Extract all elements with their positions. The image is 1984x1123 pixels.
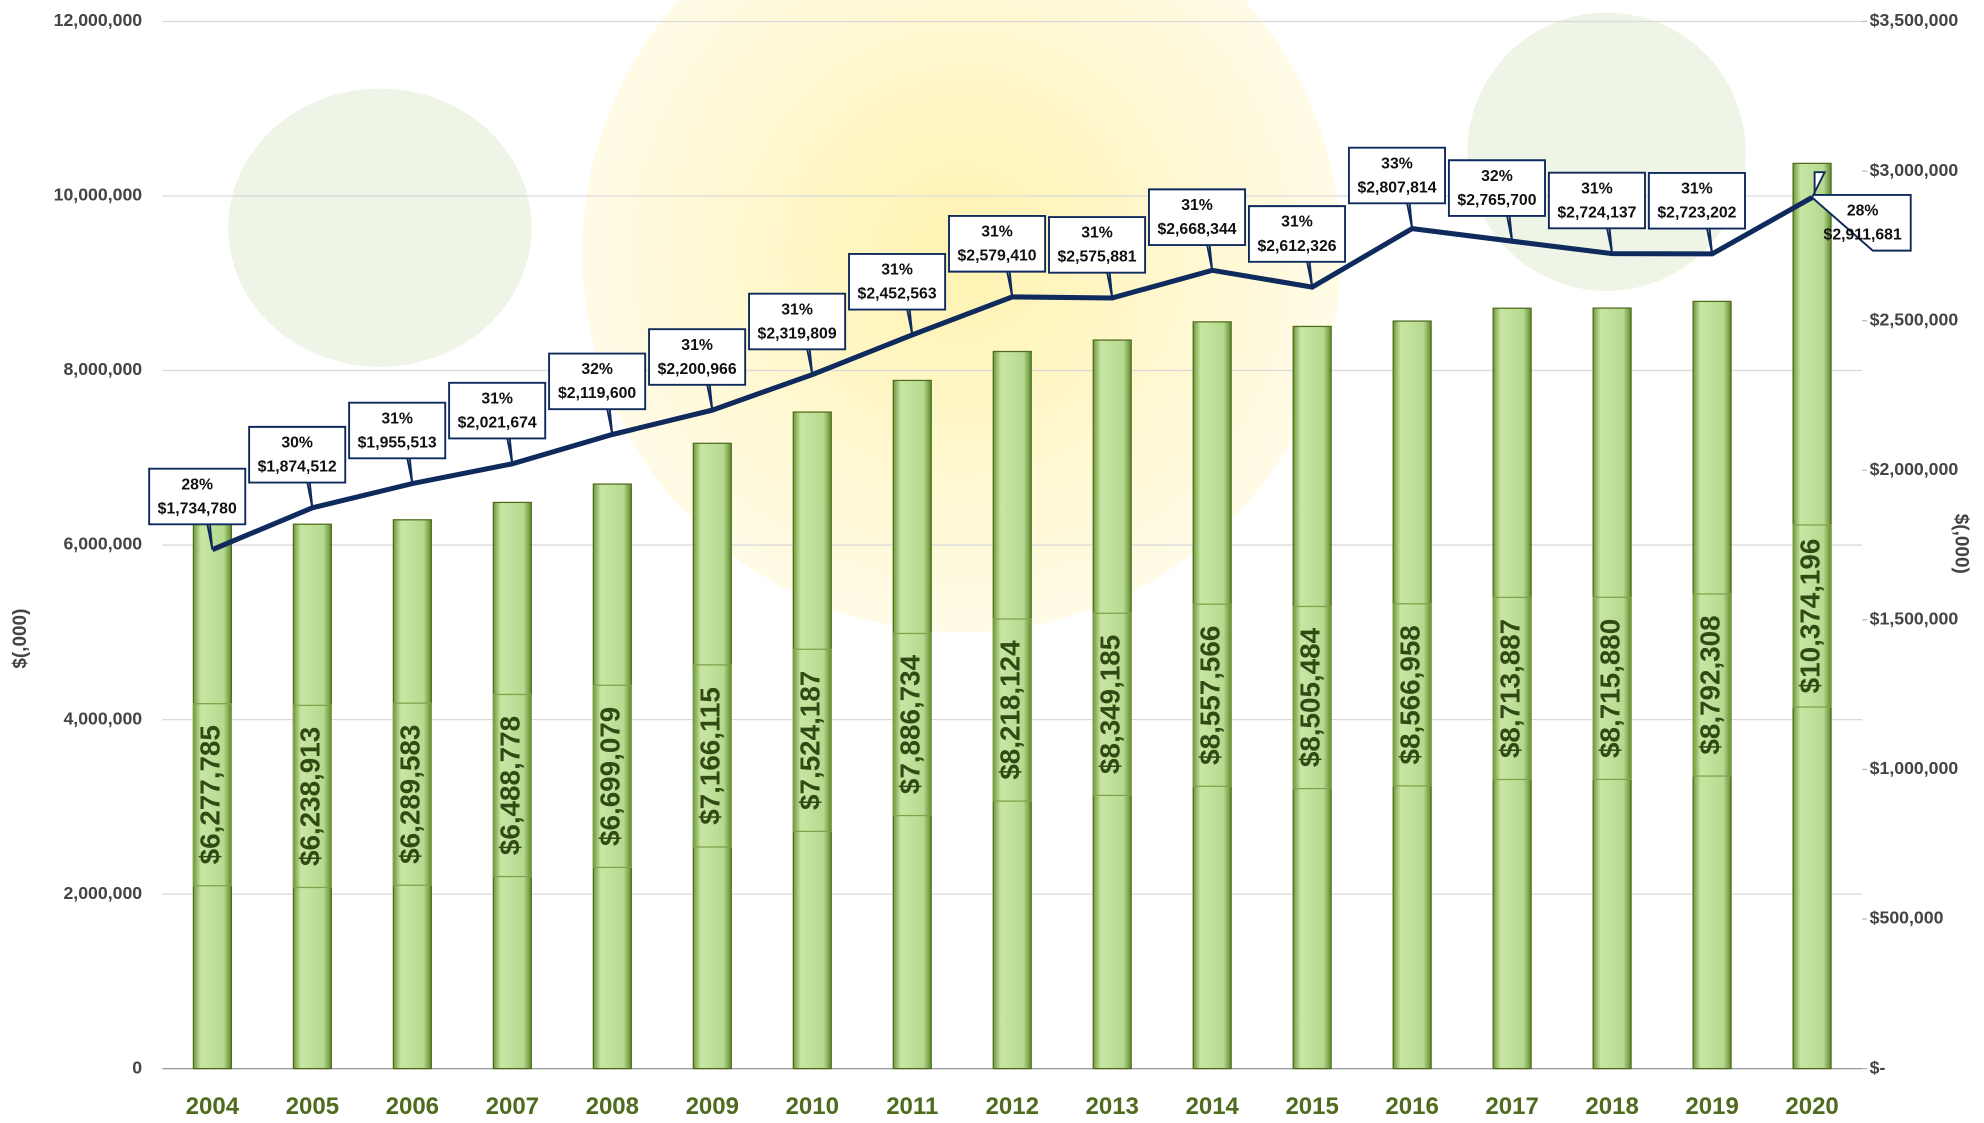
x-tick-label: 2005 [286,1093,339,1120]
y2-tick-label: $- [1870,1057,1886,1077]
x-tick-label: 2011 [886,1093,938,1120]
bar-value-label: $10,374,196 [1794,539,1825,694]
callout-percentage: 31% [1281,214,1313,231]
bar-value-label: $8,713,887 [1494,619,1525,758]
callout-value: $2,724,137 [1557,204,1636,221]
bar-value-label: $8,218,124 [995,640,1026,780]
y2-tick-label: $3,000,000 [1870,160,1959,180]
callout-value: $2,452,563 [858,286,937,303]
bar-value-label: $6,238,913 [295,727,326,866]
callout-percentage: 32% [1481,168,1513,185]
callout-percentage: 31% [381,410,413,427]
callout-value: $2,723,202 [1657,205,1736,222]
callout-percentage: 31% [1581,180,1613,197]
y-tick-label: 10,000,000 [54,185,143,205]
callout-value: $2,021,674 [458,414,537,431]
callout-value: $1,955,513 [358,434,437,451]
y2-tick-label: $500,000 [1870,908,1944,928]
x-tick-label: 2014 [1185,1093,1239,1120]
x-tick-label: 2012 [986,1093,1039,1120]
y-tick-label: 12,000,000 [54,10,143,30]
y2-tick-label: $1,500,000 [1870,609,1959,629]
callout-percentage: 31% [981,224,1013,241]
callout-value: $2,765,700 [1457,192,1536,209]
callout-percentage: 32% [581,361,613,378]
callout-value: $2,119,600 [558,385,636,402]
bar-value-label: $8,792,308 [1694,615,1725,754]
background-figure [228,89,532,367]
callout-value: $2,911,681 [1824,227,1902,244]
callout-value: $2,668,344 [1157,221,1236,238]
x-tick-label: 2013 [1085,1093,1138,1120]
callout-percentage: 31% [681,337,713,354]
callout-value: $2,579,410 [958,248,1037,265]
x-tick-label: 2007 [486,1093,539,1120]
y-tick-label: 2,000,000 [63,883,142,903]
x-tick-label: 2015 [1285,1093,1338,1120]
callout-value: $2,807,814 [1357,179,1436,196]
bar-value-label: $7,524,187 [795,671,826,810]
callout-value: $1,734,780 [158,500,237,517]
chart: $(,000) $(,000) 0 2,000,000 4,000,000 6,000… [0,0,1984,1123]
bar-value-label: $6,277,785 [195,725,226,864]
y-tick-label: 8,000,000 [63,359,142,379]
x-tick-label: 2010 [786,1093,839,1120]
y2-tick-label: $2,500,000 [1870,309,1959,329]
bar-value-label: $8,715,880 [1594,619,1625,758]
x-tick-label: 2020 [1785,1093,1838,1120]
callout-value: $1,874,512 [258,459,337,476]
bar-value-label: $6,289,583 [395,725,426,864]
x-tick-label: 2017 [1485,1093,1538,1120]
bar-value-label: $8,566,958 [1395,625,1426,764]
callout-percentage: 31% [1681,181,1713,198]
y-tick-label: 4,000,000 [63,708,142,728]
page: {"chart_data": {"type": "bar_line", "cat… [0,0,1984,1123]
x-tick-label: 2009 [686,1093,739,1120]
callout-percentage: 31% [1081,225,1113,242]
bar-value-label: $6,488,778 [495,716,526,855]
x-tick-label: 2019 [1685,1093,1738,1120]
x-tick-label: 2016 [1385,1093,1438,1120]
callout-percentage: 31% [781,301,813,318]
bar-value-label: $8,349,185 [1095,635,1126,774]
callout-value: $2,612,326 [1257,238,1336,255]
y2-tick-label: $3,500,000 [1870,10,1959,30]
callout-percentage: 28% [1847,203,1879,220]
y2-tick-label: $2,000,000 [1870,459,1959,479]
callout-percentage: 31% [1181,197,1213,214]
bar-value-label: $6,699,079 [595,707,626,846]
callout-percentage: 33% [1381,155,1413,172]
x-tick-label: 2004 [186,1093,240,1120]
callout-percentage: 31% [481,390,513,407]
y-axis-label: $(,000) [10,609,31,669]
bar-value-label: $8,557,566 [1195,626,1226,765]
bar-value-label: $8,505,484 [1295,627,1326,767]
x-tick-label: 2008 [586,1093,639,1120]
callout-value: $2,319,809 [758,325,837,342]
callout-percentage: 28% [181,476,213,493]
background-figure [1468,13,1746,291]
y2-tick-label: $1,000,000 [1870,758,1959,778]
x-tick-label: 2018 [1585,1093,1638,1120]
y2-axis-label: $(,000) [1951,514,1972,574]
x-tick-label: 2006 [386,1093,439,1120]
callout-value: $2,200,966 [658,361,737,378]
y-tick-label: 0 [132,1057,142,1077]
callout-percentage: 30% [281,434,313,451]
callout-percentage: 31% [881,262,913,279]
callout-value: $2,575,881 [1058,249,1137,266]
y-tick-label: 6,000,000 [63,534,142,554]
bar-value-label: $7,886,734 [895,654,926,794]
bar-value-label: $7,166,115 [695,687,726,825]
